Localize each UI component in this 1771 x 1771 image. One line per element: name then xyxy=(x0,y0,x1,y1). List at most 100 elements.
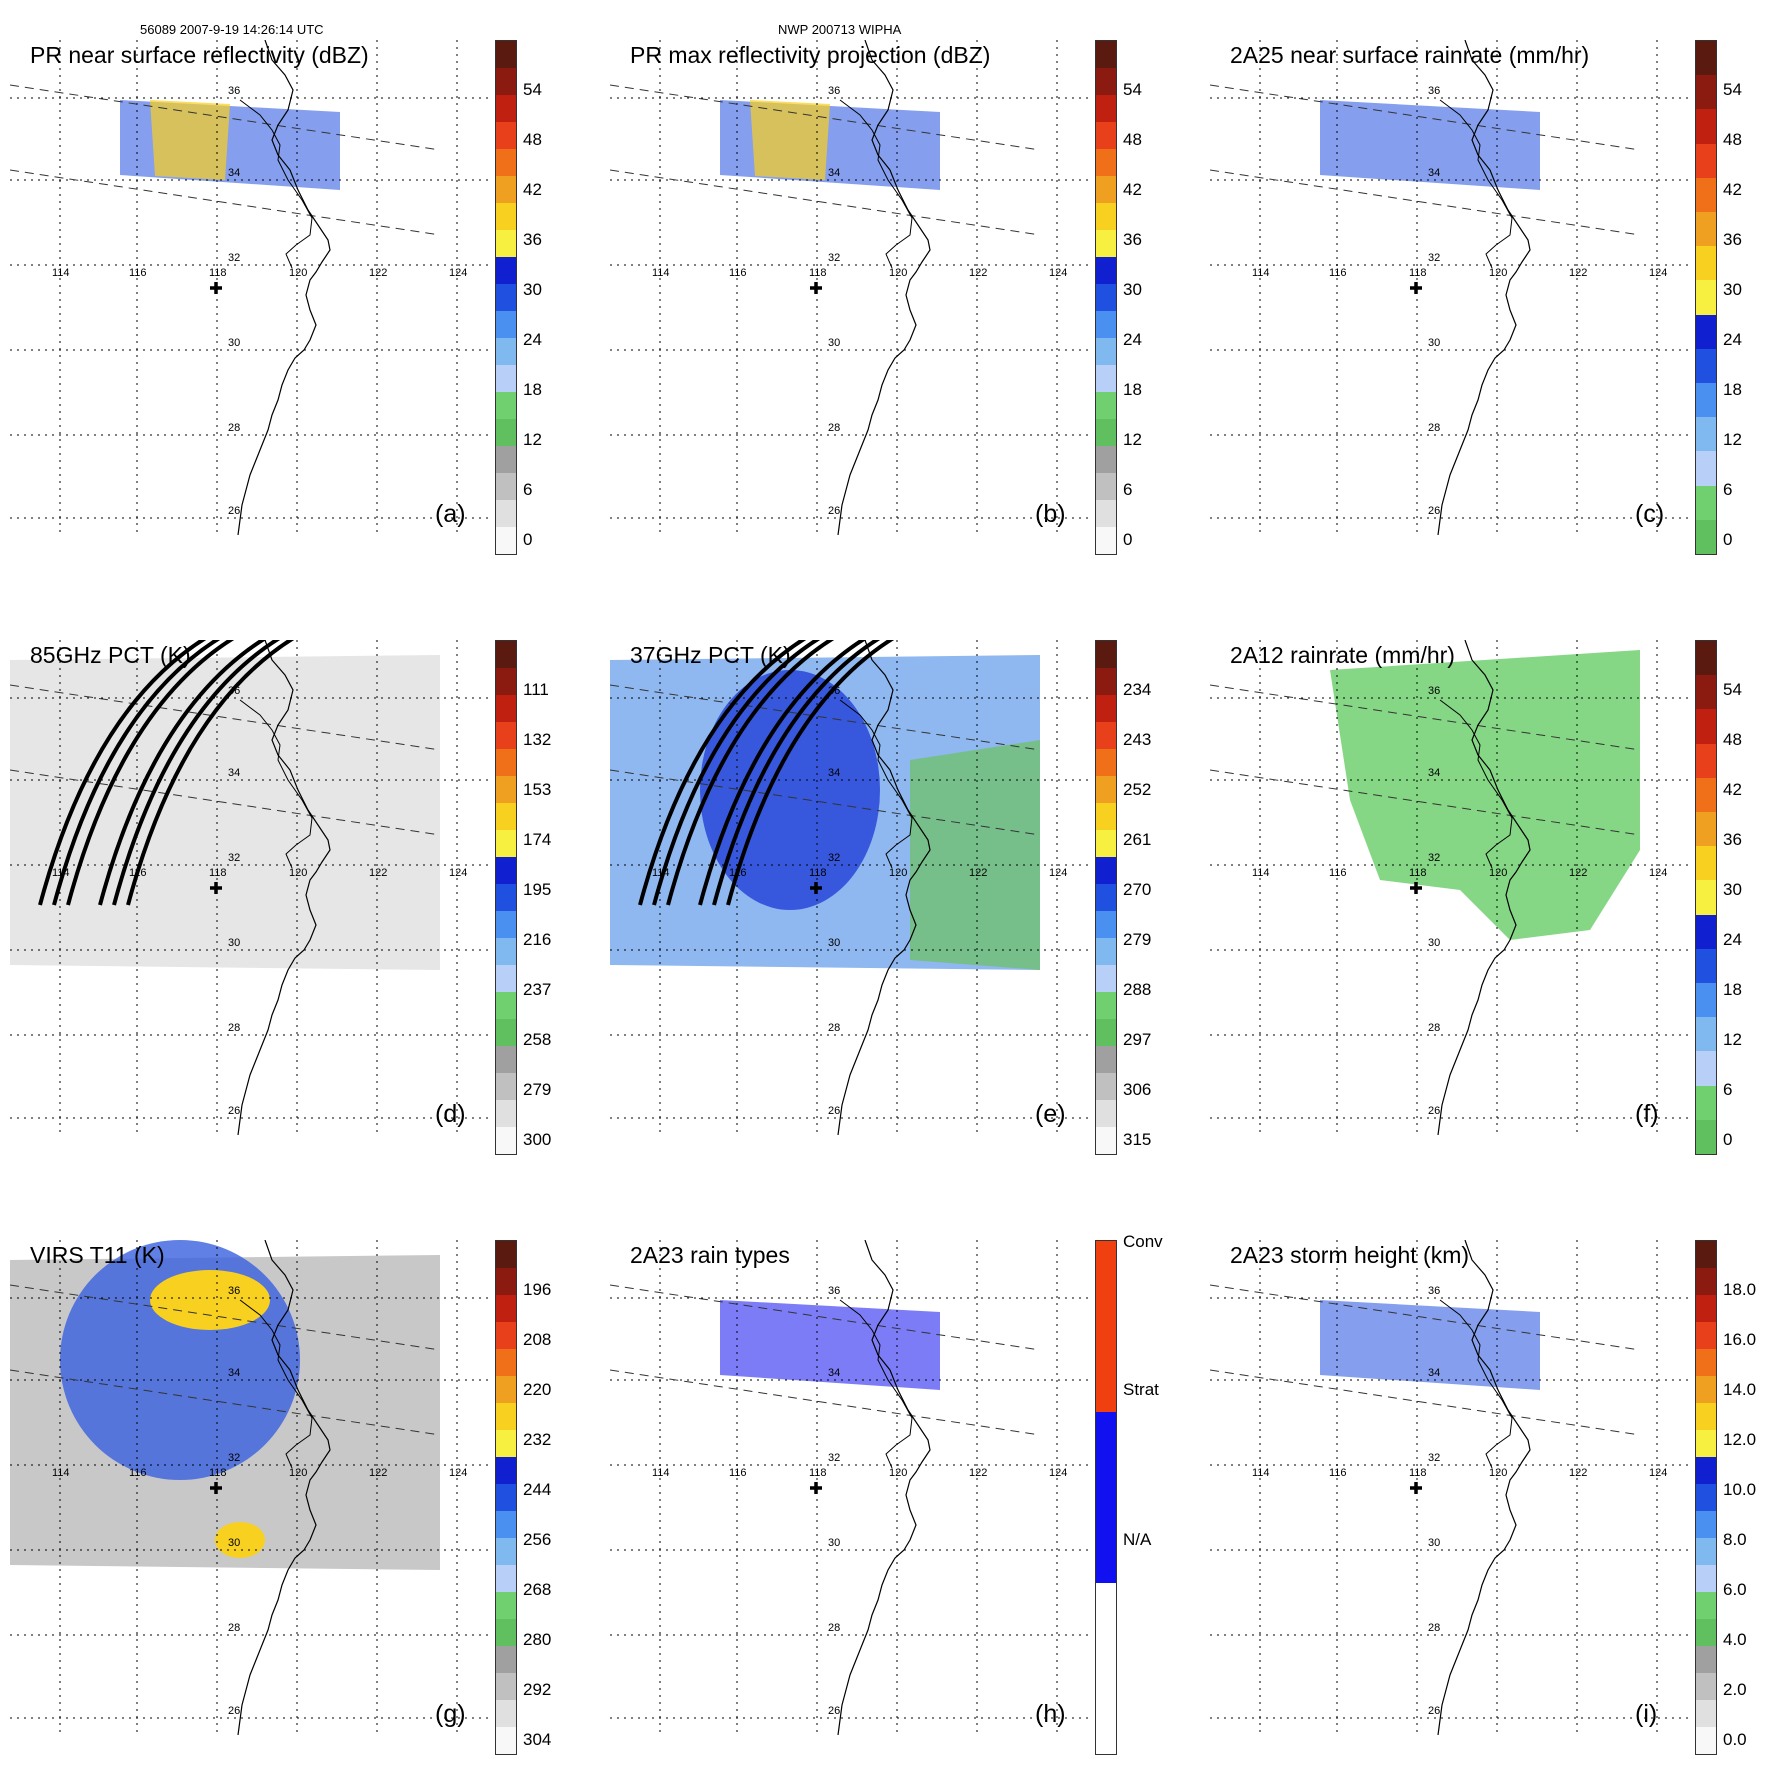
panel-label: (a) xyxy=(435,500,466,528)
colorbar-tick-label: 6 xyxy=(1123,480,1133,499)
swath-edge-line xyxy=(10,684,441,751)
colorbar-tick-label: 270 xyxy=(1123,880,1152,899)
colorbar-segment xyxy=(1696,812,1716,847)
storm-center-plus-icon xyxy=(210,1482,222,1494)
lon-label: 116 xyxy=(1329,267,1347,279)
cold-cloud-top xyxy=(150,1270,270,1330)
lat-label: 26 xyxy=(228,1705,240,1717)
lat-label: 36 xyxy=(228,685,240,697)
colorbar-segment xyxy=(1096,884,1116,911)
contour-arc xyxy=(98,640,267,906)
lat-label: 26 xyxy=(828,505,840,517)
colorbar-segment xyxy=(1096,1046,1116,1073)
swath-data xyxy=(1320,100,1540,190)
colorbar-segment xyxy=(1096,749,1116,776)
storm-center-plus-icon xyxy=(810,882,822,894)
colorbar-segment xyxy=(496,1403,516,1430)
map-svg: 114 116 118 120 122 124 36 34 32 30 28 26 xyxy=(1210,40,1690,535)
colorbar-ticks: 234 243 252 261 270 279 288 297 306 315 xyxy=(1123,640,1193,1155)
colorbar-segment xyxy=(496,1268,516,1295)
panel-label: (h) xyxy=(1035,1700,1066,1728)
colorbar-ticks: 196 208 220 232 244 256 268 280 292 304 xyxy=(523,1240,593,1755)
lon-label: 114 xyxy=(52,1467,70,1479)
lon-label: 122 xyxy=(969,267,987,279)
lon-label: 114 xyxy=(1252,1467,1270,1479)
colorbar-ticks: 18.0 16.0 14.0 12.0 10.0 8.0 6.0 4.0 2.0 0.0 xyxy=(1723,1240,1771,1755)
lat-label: 28 xyxy=(1428,1622,1440,1634)
panel-h: 114 116 118 120 122 124 36 34 32 30 28 26 2A23 rain … xyxy=(600,1200,1163,1755)
lon-label: 124 xyxy=(1649,1467,1667,1479)
lat-label: 28 xyxy=(228,1022,240,1034)
lon-label: 124 xyxy=(1649,267,1667,279)
colorbar-segment xyxy=(1696,348,1716,384)
lon-label: 118 xyxy=(809,267,827,279)
lon-label: 116 xyxy=(729,867,747,879)
map-svg: 114 116 118 120 122 124 36 34 32 30 28 26 xyxy=(1210,1240,1690,1735)
lon-label: 122 xyxy=(1569,267,1587,279)
lon-label: 122 xyxy=(1569,1467,1587,1479)
lat-label: 34 xyxy=(1428,767,1440,779)
colorbar-tick-label: 279 xyxy=(523,1080,552,1099)
map-svg: 114 116 118 120 122 124 36 34 32 30 28 26 xyxy=(10,640,490,1135)
colorbar-segment xyxy=(1696,383,1716,418)
panel-title: PR near surface reflectivity (dBZ) xyxy=(30,42,369,68)
swath-edge-line xyxy=(610,169,1041,236)
colorbar-segment xyxy=(1096,1127,1116,1154)
lat-label: 32 xyxy=(828,252,840,264)
colorbar-tick-label: 54 xyxy=(1723,680,1742,699)
colorbar-segment xyxy=(496,41,516,68)
colorbar-segment xyxy=(496,365,516,392)
panel-label: (f) xyxy=(1635,1100,1659,1128)
river-line xyxy=(1439,699,1513,869)
colorbar-segment xyxy=(1096,965,1116,992)
panel-title: PR max reflectivity projection (dBZ) xyxy=(630,42,991,68)
colorbar-segment xyxy=(1096,1583,1116,1754)
lat-label: 36 xyxy=(828,1285,840,1297)
swath-data xyxy=(1320,1300,1540,1390)
colorbar-segment xyxy=(1696,1349,1716,1376)
lat-label: 28 xyxy=(228,422,240,434)
lat-label: 30 xyxy=(1428,337,1440,349)
colorbar-segment xyxy=(496,1511,516,1538)
colorbar-tick-label: 0 xyxy=(523,530,533,549)
lat-label: 34 xyxy=(228,167,240,179)
panel-d: 114 116 118 120 122 124 36 34 32 30 28 26 85GHz PCT … xyxy=(0,600,551,1155)
lat-label: 34 xyxy=(828,167,840,179)
lat-label: 28 xyxy=(828,422,840,434)
colorbar-segment xyxy=(496,230,516,257)
colorbar-tick-label: 252 xyxy=(1123,780,1152,799)
colorbar-segment xyxy=(1696,1268,1716,1295)
swath-edge-line xyxy=(10,1369,441,1436)
colorbar-segment xyxy=(1696,1511,1716,1538)
swath-edge-line xyxy=(1210,1284,1641,1351)
swath-edge-line xyxy=(1210,684,1641,751)
colorbar-segment xyxy=(496,776,516,803)
colorbar-segment xyxy=(496,1592,516,1619)
colorbar xyxy=(1095,640,1117,1155)
colorbar-segment xyxy=(496,1073,516,1100)
storm-center-plus-icon xyxy=(1410,882,1422,894)
river-line xyxy=(839,1299,913,1469)
colorbar-segment xyxy=(1696,914,1716,949)
colorbar-segment xyxy=(1696,1646,1716,1673)
colorbar-tick-label: 2.0 xyxy=(1723,1680,1747,1699)
lon-label: 124 xyxy=(1049,1467,1067,1479)
colorbar-tick-label: 24 xyxy=(1723,930,1742,949)
colorbar-segment xyxy=(1696,1085,1716,1120)
lon-label: 120 xyxy=(1489,1467,1507,1479)
panel-i: 114 116 118 120 122 124 36 34 32 30 28 26 2A23 storm… xyxy=(1200,1200,1756,1755)
colorbar-tick-label: 42 xyxy=(1123,180,1142,199)
panel-label: (b) xyxy=(1035,500,1066,528)
coastline xyxy=(837,40,931,535)
map-area: 114 116 118 120 122 124 36 34 32 30 28 26 xyxy=(10,1240,490,1735)
colorbar-segment xyxy=(496,311,516,338)
colorbar-tick-label: 280 xyxy=(523,1630,552,1649)
coastline xyxy=(1437,1240,1531,1735)
swath-background xyxy=(10,655,440,970)
colorbar-segment xyxy=(1696,1700,1716,1727)
warm-region xyxy=(910,740,1040,970)
colorbar-tick-label: 256 xyxy=(523,1530,552,1549)
colorbar-tick-label: 306 xyxy=(1123,1080,1152,1099)
colorbar-segment xyxy=(1696,1565,1716,1592)
storm-center-plus-icon xyxy=(210,882,222,894)
